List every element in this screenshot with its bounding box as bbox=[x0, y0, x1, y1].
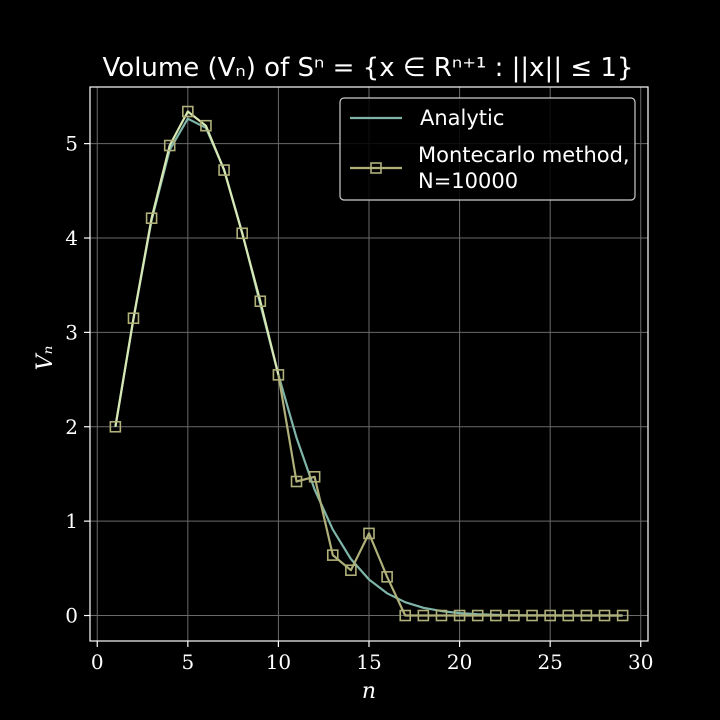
legend-montecarlo-marker bbox=[370, 162, 382, 174]
montecarlo-point bbox=[399, 609, 412, 622]
legend-box bbox=[339, 97, 636, 201]
montecarlo-point bbox=[145, 212, 158, 224]
x-tick-label: 30 bbox=[628, 650, 653, 674]
montecarlo-point bbox=[453, 609, 466, 622]
montecarlo-point bbox=[598, 609, 611, 622]
montecarlo-point bbox=[345, 564, 357, 577]
legend: Analytic Montecarlo method, N=10000 bbox=[339, 97, 636, 201]
montecarlo-point bbox=[326, 549, 339, 561]
y-tick-label: 4 bbox=[65, 226, 78, 250]
y-tick-label: 0 bbox=[65, 604, 78, 628]
y-axis-label: Vₙ bbox=[33, 346, 58, 371]
montecarlo-point bbox=[363, 527, 375, 540]
montecarlo-point bbox=[562, 609, 575, 622]
montecarlo-series-line-early bbox=[114, 110, 280, 427]
y-tick-label: 2 bbox=[65, 415, 78, 439]
montecarlo-point bbox=[218, 164, 230, 176]
legend-montecarlo-label: Montecarlo method, N=10000 bbox=[418, 143, 630, 193]
montecarlo-point bbox=[109, 420, 122, 433]
montecarlo-point bbox=[580, 609, 593, 622]
montecarlo-point bbox=[616, 609, 629, 622]
montecarlo-point bbox=[182, 105, 194, 118]
montecarlo-point bbox=[381, 571, 393, 583]
montecarlo-point bbox=[127, 312, 140, 325]
x-tick-label: 20 bbox=[447, 650, 472, 674]
y-tick-label: 1 bbox=[65, 509, 78, 533]
montecarlo-point bbox=[163, 139, 176, 152]
x-tick-label: 10 bbox=[266, 650, 291, 674]
grid-lines bbox=[90, 87, 648, 641]
montecarlo-point bbox=[526, 609, 538, 622]
y-tick-label: 5 bbox=[65, 132, 78, 156]
legend-analytic-label: Analytic bbox=[420, 106, 504, 130]
montecarlo-point bbox=[417, 609, 430, 622]
montecarlo-point bbox=[236, 227, 248, 240]
montecarlo-point bbox=[544, 609, 556, 622]
montecarlo-point bbox=[435, 609, 448, 622]
x-tick-label: 5 bbox=[181, 650, 194, 674]
montecarlo-point bbox=[471, 609, 484, 622]
montecarlo-point bbox=[308, 470, 321, 483]
x-tick-label: 0 bbox=[91, 650, 104, 674]
x-tick-label: 15 bbox=[356, 650, 381, 674]
montecarlo-point bbox=[490, 609, 502, 622]
montecarlo-point bbox=[272, 369, 285, 381]
montecarlo-point bbox=[508, 609, 520, 622]
x-axis-label: n bbox=[362, 679, 376, 704]
montecarlo-point bbox=[200, 119, 212, 132]
montecarlo-point bbox=[290, 475, 303, 488]
tick-layer: 0 5 10 15 20 25 30 0 1 2 3 4 5 bbox=[65, 132, 653, 674]
montecarlo-series-line bbox=[277, 374, 623, 617]
montecarlo-point bbox=[254, 295, 267, 308]
series-layer bbox=[109, 105, 629, 622]
x-tick-label: 25 bbox=[537, 650, 562, 674]
y-tick-label: 3 bbox=[65, 320, 78, 344]
chart-title: Volume (Vₙ) of Sⁿ = {x ∈ Rⁿ⁺¹ : ||x|| ≤ … bbox=[103, 53, 634, 83]
